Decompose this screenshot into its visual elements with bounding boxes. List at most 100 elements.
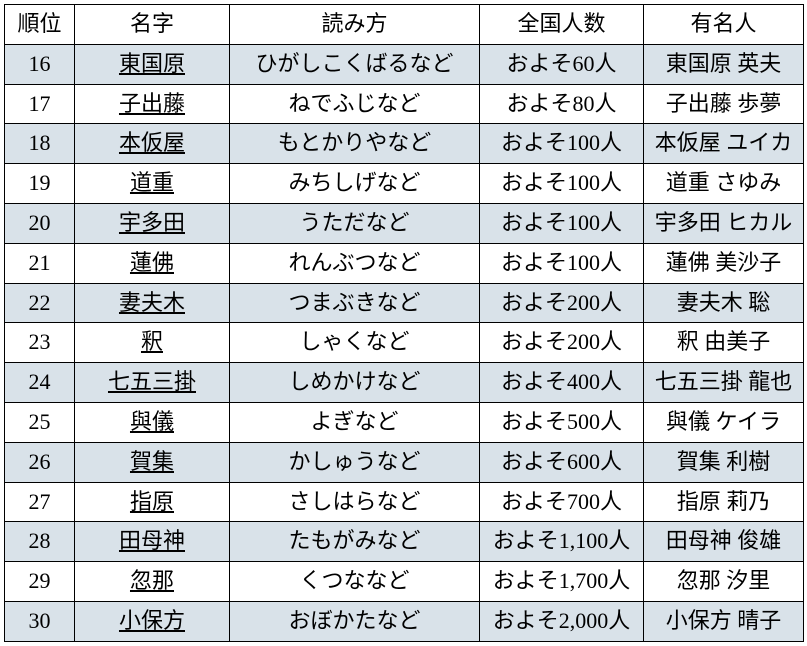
cell-rank: 28 bbox=[5, 522, 75, 562]
cell-rank: 18 bbox=[5, 124, 75, 164]
surname-link[interactable]: 釈 bbox=[141, 329, 163, 354]
cell-reading: さしはらなど bbox=[230, 482, 480, 522]
table-row: 17子出藤ねでふじなどおよそ80人子出藤 歩夢 bbox=[5, 84, 804, 124]
cell-reading: もとかりやなど bbox=[230, 124, 480, 164]
cell-rank: 26 bbox=[5, 442, 75, 482]
header-population: 全国人数 bbox=[480, 5, 644, 45]
table-row: 18本仮屋もとかりやなどおよそ100人本仮屋 ユイカ bbox=[5, 124, 804, 164]
cell-reading: しめかけなど bbox=[230, 363, 480, 403]
cell-rank: 19 bbox=[5, 164, 75, 204]
cell-surname: 賀集 bbox=[75, 442, 230, 482]
cell-surname: 蓮佛 bbox=[75, 243, 230, 283]
cell-rank: 24 bbox=[5, 363, 75, 403]
cell-population: およそ1,100人 bbox=[480, 522, 644, 562]
cell-rank: 16 bbox=[5, 44, 75, 84]
cell-famous: 蓮佛 美沙子 bbox=[644, 243, 804, 283]
cell-rank: 20 bbox=[5, 203, 75, 243]
cell-famous: 道重 さゆみ bbox=[644, 164, 804, 204]
cell-reading: れんぶつなど bbox=[230, 243, 480, 283]
cell-surname: 指原 bbox=[75, 482, 230, 522]
cell-famous: 子出藤 歩夢 bbox=[644, 84, 804, 124]
cell-reading: たもがみなど bbox=[230, 522, 480, 562]
cell-population: およそ500人 bbox=[480, 402, 644, 442]
cell-surname: 七五三掛 bbox=[75, 363, 230, 403]
header-reading: 読み方 bbox=[230, 5, 480, 45]
cell-population: およそ400人 bbox=[480, 363, 644, 403]
cell-reading: うただなど bbox=[230, 203, 480, 243]
table-body: 16東国原ひがしこくばるなどおよそ60人東国原 英夫17子出藤ねでふじなどおよそ… bbox=[5, 44, 804, 641]
cell-surname: 田母神 bbox=[75, 522, 230, 562]
cell-population: およそ60人 bbox=[480, 44, 644, 84]
cell-famous: 宇多田 ヒカル bbox=[644, 203, 804, 243]
cell-reading: かしゅうなど bbox=[230, 442, 480, 482]
cell-reading: おぼかたなど bbox=[230, 601, 480, 641]
cell-reading: しゃくなど bbox=[230, 323, 480, 363]
cell-surname: 與儀 bbox=[75, 402, 230, 442]
cell-rank: 23 bbox=[5, 323, 75, 363]
surname-link[interactable]: 小保方 bbox=[119, 608, 185, 633]
cell-reading: よぎなど bbox=[230, 402, 480, 442]
surname-ranking-table: 順位 名字 読み方 全国人数 有名人 16東国原ひがしこくばるなどおよそ60人東… bbox=[4, 4, 804, 642]
cell-reading: つまぶきなど bbox=[230, 283, 480, 323]
cell-rank: 29 bbox=[5, 562, 75, 602]
surname-link[interactable]: 子出藤 bbox=[119, 91, 185, 116]
surname-link[interactable]: 田母神 bbox=[119, 528, 185, 553]
cell-rank: 22 bbox=[5, 283, 75, 323]
cell-surname: 釈 bbox=[75, 323, 230, 363]
header-surname: 名字 bbox=[75, 5, 230, 45]
cell-famous: 與儀 ケイラ bbox=[644, 402, 804, 442]
cell-surname: 道重 bbox=[75, 164, 230, 204]
cell-surname: 本仮屋 bbox=[75, 124, 230, 164]
cell-reading: ねでふじなど bbox=[230, 84, 480, 124]
cell-population: およそ100人 bbox=[480, 243, 644, 283]
cell-population: およそ200人 bbox=[480, 283, 644, 323]
cell-rank: 25 bbox=[5, 402, 75, 442]
cell-surname: 妻夫木 bbox=[75, 283, 230, 323]
surname-link[interactable]: 指原 bbox=[130, 489, 174, 514]
surname-link[interactable]: 東国原 bbox=[119, 51, 185, 76]
cell-rank: 21 bbox=[5, 243, 75, 283]
table-row: 21 蓮佛 れんぶつなどおよそ100人蓮佛 美沙子 bbox=[5, 243, 804, 283]
table-row: 20 宇多田 うただなどおよそ100人宇多田 ヒカル bbox=[5, 203, 804, 243]
cell-famous: 田母神 俊雄 bbox=[644, 522, 804, 562]
cell-population: およそ100人 bbox=[480, 164, 644, 204]
table-row: 16東国原ひがしこくばるなどおよそ60人東国原 英夫 bbox=[5, 44, 804, 84]
surname-link[interactable]: 妻夫木 bbox=[119, 290, 185, 315]
cell-rank: 17 bbox=[5, 84, 75, 124]
cell-population: およそ700人 bbox=[480, 482, 644, 522]
cell-famous: 妻夫木 聡 bbox=[644, 283, 804, 323]
table-header-row: 順位 名字 読み方 全国人数 有名人 bbox=[5, 5, 804, 45]
surname-link[interactable]: 道重 bbox=[130, 170, 174, 195]
table-row: 28 田母神 たもがみなどおよそ1,100人田母神 俊雄 bbox=[5, 522, 804, 562]
table-row: 30小保方おぼかたなどおよそ2,000人小保方 晴子 bbox=[5, 601, 804, 641]
cell-population: およそ200人 bbox=[480, 323, 644, 363]
surname-link[interactable]: 賀集 bbox=[130, 449, 174, 474]
cell-surname: 子出藤 bbox=[75, 84, 230, 124]
cell-famous: 東国原 英夫 bbox=[644, 44, 804, 84]
header-rank: 順位 bbox=[5, 5, 75, 45]
surname-link[interactable]: 忽那 bbox=[130, 568, 174, 593]
surname-link[interactable]: 七五三掛 bbox=[108, 369, 196, 394]
cell-surname: 忽那 bbox=[75, 562, 230, 602]
cell-famous: 指原 莉乃 bbox=[644, 482, 804, 522]
surname-link[interactable]: 與儀 bbox=[130, 409, 174, 434]
surname-link[interactable]: 本仮屋 bbox=[119, 130, 185, 155]
cell-reading: くつななど bbox=[230, 562, 480, 602]
surname-link[interactable]: 蓮佛 bbox=[130, 250, 174, 275]
table-row: 29忽那くつななどおよそ1,700人忽那 汐里 bbox=[5, 562, 804, 602]
cell-rank: 30 bbox=[5, 601, 75, 641]
table-row: 22 妻夫木 つまぶきなどおよそ200人妻夫木 聡 bbox=[5, 283, 804, 323]
cell-population: およそ100人 bbox=[480, 203, 644, 243]
table-row: 19 道重 みちしげなどおよそ100人道重 さゆみ bbox=[5, 164, 804, 204]
header-famous: 有名人 bbox=[644, 5, 804, 45]
cell-rank: 27 bbox=[5, 482, 75, 522]
cell-famous: 釈 由美子 bbox=[644, 323, 804, 363]
cell-reading: みちしげなど bbox=[230, 164, 480, 204]
cell-surname: 小保方 bbox=[75, 601, 230, 641]
surname-link[interactable]: 宇多田 bbox=[119, 210, 185, 235]
cell-population: およそ600人 bbox=[480, 442, 644, 482]
table-row: 27 指原 さしはらなどおよそ700人指原 莉乃 bbox=[5, 482, 804, 522]
cell-famous: 賀集 利樹 bbox=[644, 442, 804, 482]
cell-population: およそ100人 bbox=[480, 124, 644, 164]
cell-famous: 七五三掛 龍也 bbox=[644, 363, 804, 403]
